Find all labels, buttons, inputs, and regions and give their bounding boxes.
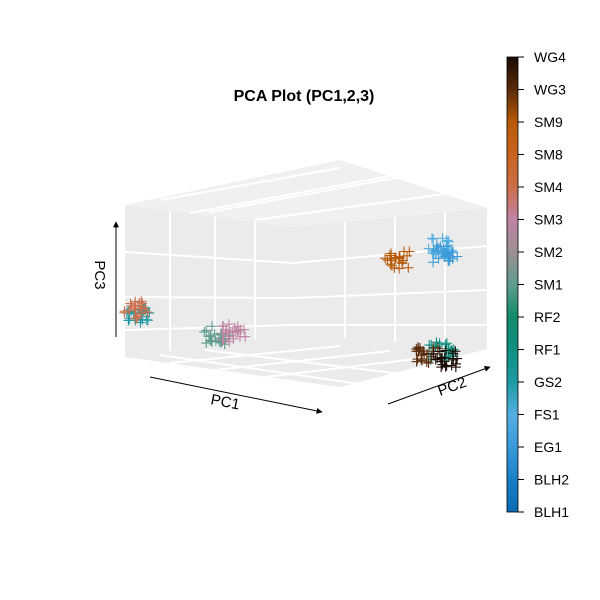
point-eg1 — [452, 251, 463, 262]
point-sm4 — [132, 311, 143, 322]
point-wg3 — [413, 342, 424, 353]
point-sm3 — [217, 334, 228, 345]
colorbar-ticks: BLH1 BLH2 EG1 FS1 GS2 RF1 RF2 SM1 SM2 SM3 SM4 SM8 SM… — [518, 49, 569, 520]
point-sm3 — [224, 336, 235, 347]
point-eg1 — [445, 252, 456, 263]
pc2-axis-line — [387, 366, 491, 405]
colorbar-label-sm2: SM2 — [534, 244, 563, 260]
point-sm4 — [136, 301, 147, 312]
colorbar-label-sm1: SM1 — [534, 277, 563, 293]
pc3-axis-label: PC3 — [91, 260, 108, 289]
point-sm1 — [205, 330, 216, 341]
point-sm3 — [218, 321, 229, 332]
point-sm4 — [129, 300, 140, 311]
point-sm1 — [206, 321, 217, 332]
colorbar-label-gs2: GS2 — [534, 374, 562, 390]
point-sm9 — [382, 254, 393, 265]
point-sm4 — [137, 300, 148, 311]
point-wg4 — [448, 354, 459, 365]
point-sm1 — [209, 328, 220, 339]
point-sm1 — [199, 327, 210, 338]
axes — [113, 221, 491, 414]
colorbar-label-wg3: WG3 — [534, 82, 566, 98]
colorbar-label-rf1: RF1 — [534, 342, 561, 358]
point-wg4 — [450, 346, 461, 357]
point-sm3 — [223, 319, 234, 330]
point-sm9 — [389, 252, 400, 263]
point-wg4 — [430, 354, 441, 365]
point-sm3 — [235, 331, 246, 342]
point-wg3 — [416, 355, 427, 366]
point-sm3 — [239, 324, 250, 335]
point-eg1 — [433, 253, 444, 264]
point-wg4 — [437, 352, 448, 363]
point-sm3 — [220, 327, 231, 338]
point-fs1 — [442, 235, 453, 246]
pc2-axis-label: PC2 — [436, 374, 469, 400]
point-sm3 — [233, 325, 244, 336]
colorbar-label-rf2: RF2 — [534, 309, 561, 325]
back-right-pane — [293, 208, 487, 349]
colorbar-label-sm9: SM9 — [534, 114, 563, 130]
point-eg1 — [435, 241, 446, 252]
colorbar-label-eg1: EG1 — [534, 439, 562, 455]
point-sm1 — [201, 325, 212, 336]
point-sm4 — [125, 298, 136, 309]
point-wg4 — [435, 353, 446, 364]
colorbar — [506, 56, 519, 513]
point-sm9 — [402, 250, 413, 261]
colorbar-label-blh1: BLH1 — [534, 504, 569, 520]
point-sm9 — [403, 262, 414, 273]
colorbar-label-sm4: SM4 — [534, 179, 563, 195]
point-wg4 — [446, 360, 457, 371]
point-eg1 — [428, 245, 439, 256]
point-sm4 — [131, 313, 142, 324]
pc1-axis-line — [149, 376, 323, 414]
point-wg4 — [450, 362, 461, 373]
chart-title: PCA Plot (PC1,2,3) — [234, 88, 375, 105]
colorbar-label-sm3: SM3 — [534, 212, 563, 228]
point-wg4 — [428, 348, 439, 359]
point-sm9 — [404, 246, 415, 257]
point-sm9 — [394, 263, 405, 274]
point-sm9 — [397, 257, 408, 268]
point-wg4 — [440, 345, 451, 356]
point-sm9 — [384, 250, 395, 261]
point-sm9 — [389, 262, 400, 273]
point-sm4 — [124, 305, 135, 316]
point-sm1 — [216, 337, 227, 348]
point-wg3 — [411, 346, 422, 357]
point-rf1 — [441, 338, 452, 349]
point-wg3 — [411, 356, 422, 367]
point-sm3 — [230, 326, 241, 337]
back-left-pane — [125, 205, 293, 357]
point-sm9 — [394, 251, 405, 262]
point-sm4 — [119, 307, 130, 318]
colorbar-label-sm8: SM8 — [534, 147, 563, 163]
grid-lines — [124, 167, 488, 385]
data-points — [119, 233, 463, 373]
point-wg3 — [423, 357, 434, 368]
colorbar-label-wg4: WG4 — [534, 49, 566, 65]
point-fs1 — [443, 236, 454, 247]
point-eg1 — [433, 242, 444, 253]
point-fs1 — [423, 243, 434, 254]
colorbar-label-fs1: FS1 — [534, 407, 560, 423]
point-sm9 — [380, 253, 391, 264]
point-sm4 — [142, 307, 153, 318]
pc1-axis-label: PC1 — [209, 391, 241, 413]
point-fs1 — [427, 233, 438, 244]
point-eg1 — [428, 257, 439, 268]
point-sm1 — [203, 331, 214, 342]
point-fs1 — [428, 234, 439, 245]
colorbar-label-blh2: BLH2 — [534, 472, 569, 488]
